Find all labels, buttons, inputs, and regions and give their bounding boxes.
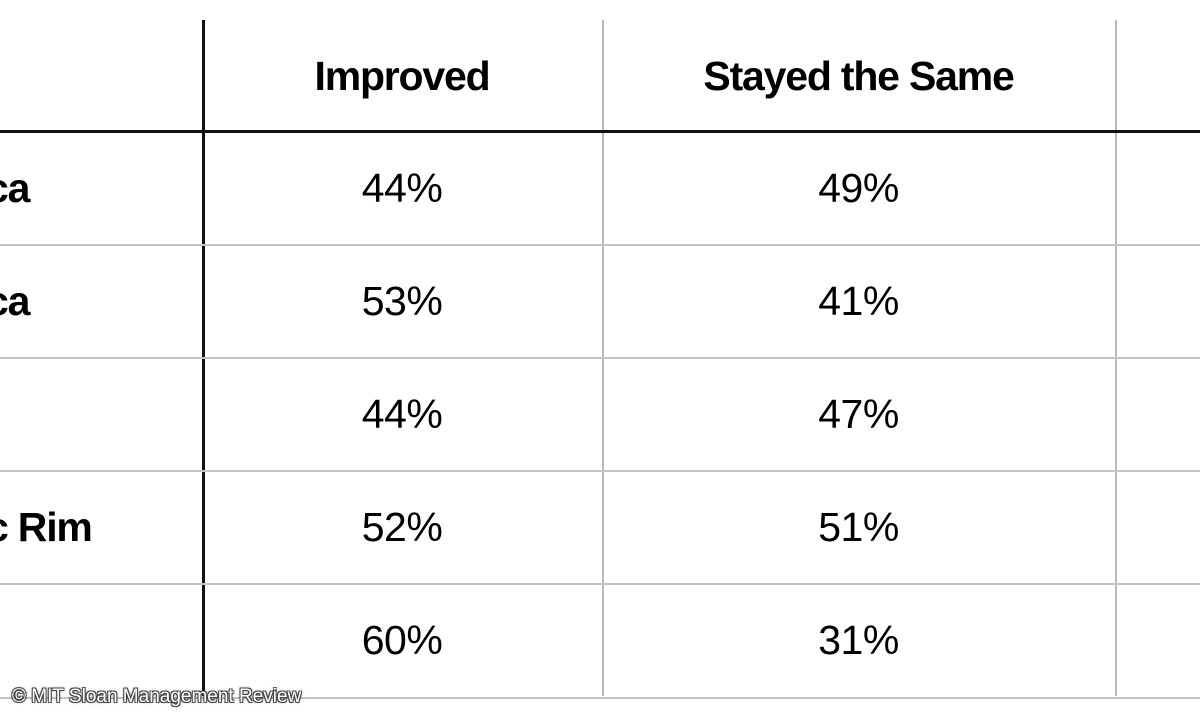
row-label: c Rim xyxy=(0,503,93,550)
table-cell: 49% xyxy=(818,164,899,211)
table-cell: 47% xyxy=(818,390,899,437)
table-cell: 52% xyxy=(361,503,443,550)
row-divider xyxy=(0,583,1200,585)
row-divider xyxy=(0,470,1200,472)
copyright-watermark: © MIT Sloan Management Review xyxy=(12,686,302,707)
row-divider xyxy=(0,244,1200,246)
table-cell: 31% xyxy=(818,616,899,663)
table-cell: 60% xyxy=(361,616,443,663)
header-rule xyxy=(0,130,1200,133)
row-label: ca xyxy=(0,164,30,211)
row-divider xyxy=(0,697,1200,699)
row-divider xyxy=(0,357,1200,359)
table-cell: 53% xyxy=(361,277,443,324)
table-cell: 41% xyxy=(818,277,899,324)
row-label xyxy=(0,584,186,696)
column-header: Improved xyxy=(314,52,491,99)
column-header: Stayed the Same xyxy=(703,52,1014,99)
row-label xyxy=(0,358,186,470)
table-cell: 51% xyxy=(818,503,899,550)
table-cell: 44% xyxy=(361,164,443,211)
table-cell: 44% xyxy=(361,390,443,437)
row-label: ca xyxy=(0,277,30,324)
